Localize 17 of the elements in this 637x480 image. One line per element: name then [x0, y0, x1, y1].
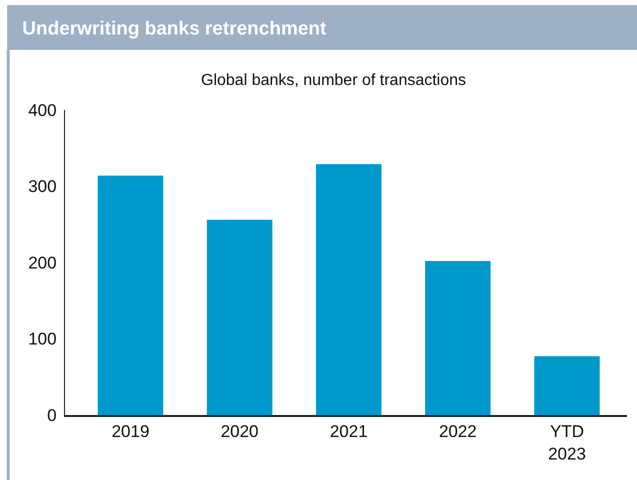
- y-tick-label: 0: [47, 406, 57, 425]
- y-tick-label: 100: [28, 330, 57, 349]
- x-tick-label: 2022: [438, 422, 477, 442]
- bar: [425, 260, 491, 415]
- chart-subtitle: Global banks, number of transactions: [201, 72, 466, 89]
- x-tick-label: 2020: [220, 422, 259, 442]
- x-tick-label: 2021: [330, 422, 368, 442]
- x-tick-label: 2019: [112, 422, 150, 442]
- y-tick-label: 200: [28, 253, 57, 272]
- y-tick-label: 300: [28, 177, 57, 196]
- y-tick-label: 400: [28, 100, 57, 120]
- x-tick-label: YTD 2023: [548, 422, 586, 464]
- chart-title: Underwriting banks retrenchment: [22, 18, 328, 40]
- bar: [316, 164, 382, 415]
- bar: [206, 220, 272, 415]
- bar: [534, 356, 600, 415]
- bar: [98, 176, 164, 415]
